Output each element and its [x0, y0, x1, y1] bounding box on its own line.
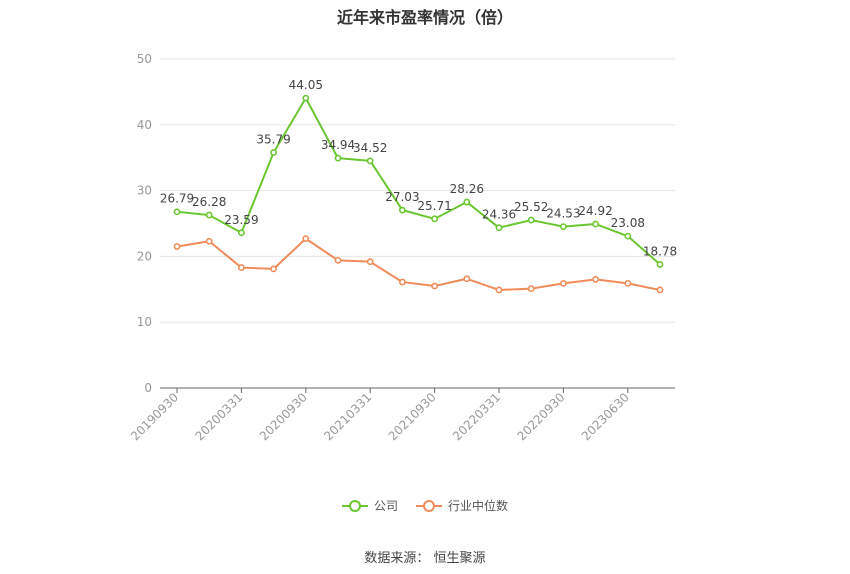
- y-tick-label-30: 30: [137, 184, 152, 198]
- data-label-11: 25.52: [514, 200, 548, 214]
- legend-swatch-company: [341, 499, 368, 512]
- series-0-point-13: [592, 220, 599, 228]
- y-tick-label-0: 0: [144, 381, 152, 395]
- legend-swatch-industry-median: [416, 499, 442, 512]
- series-0-point-1: [205, 211, 213, 219]
- series-1-point-15: [656, 286, 664, 294]
- series-0-point-0: [173, 208, 181, 216]
- series-0-point-15: [656, 261, 664, 268]
- data-label-3: 35.79: [256, 133, 290, 147]
- data-label-15: 18.78: [643, 244, 677, 258]
- series-0-point-3: [270, 149, 277, 156]
- data-label-14: 23.08: [611, 216, 645, 230]
- series-1-point-8: [431, 282, 438, 290]
- legend-item-company[interactable]: 公司: [341, 497, 398, 514]
- series-0-point-8: [431, 215, 438, 223]
- series-0-point-11: [527, 216, 535, 224]
- series-1-point-5: [334, 256, 342, 264]
- legend-label-company: 公司: [373, 499, 398, 513]
- series-1-point-6: [366, 258, 374, 266]
- series-1-point-14: [624, 279, 632, 287]
- y-tick-label-20: 20: [137, 249, 152, 263]
- series-1-point-9: [463, 275, 471, 283]
- series-0-point-2: [237, 229, 245, 237]
- series-1-point-4: [302, 235, 310, 243]
- series: [173, 94, 664, 294]
- legend-item-industry-median[interactable]: 行业中位数: [416, 497, 508, 514]
- data-label-9: 28.26: [450, 182, 484, 196]
- series-1-point-2: [237, 264, 245, 271]
- data-label-0: 26.79: [160, 192, 194, 206]
- series-0-point-12: [560, 223, 567, 230]
- x-tick-label-20220331: 20220331: [450, 390, 503, 443]
- series-0-point-14: [624, 232, 632, 240]
- series-1-point-10: [495, 286, 503, 294]
- series-1-point-1: [205, 237, 213, 245]
- series-1-point-3: [270, 265, 277, 273]
- x-tick-label-20200331: 20200331: [192, 390, 245, 443]
- series-1-point-0: [173, 243, 181, 250]
- series-1-point-13: [592, 276, 599, 283]
- series-0-point-10: [495, 224, 503, 232]
- series-0-point-5: [334, 154, 342, 162]
- series-0-point-4: [302, 94, 310, 102]
- legend-label-industry-median: 行业中位数: [448, 499, 509, 513]
- data-label-7: 27.03: [385, 190, 419, 204]
- data-label-1: 26.28: [192, 195, 226, 209]
- series-0-point-9: [463, 198, 471, 206]
- data-source: 数据来源： 恒生聚源: [364, 551, 486, 566]
- y-tick-label-10: 10: [137, 315, 152, 329]
- data-label-13: 24.92: [578, 204, 612, 218]
- series-1-point-12: [560, 279, 567, 287]
- gridlines: [160, 58, 675, 323]
- x-tick-label-20210331: 20210331: [321, 390, 374, 443]
- series-1-point-7: [398, 278, 406, 286]
- series-0-point-7: [398, 206, 406, 214]
- data-label-10: 24.36: [482, 208, 516, 222]
- x-tick-label-20210930: 20210930: [386, 390, 439, 443]
- y-tick-label-50: 50: [137, 52, 152, 66]
- series-1-point-11: [527, 285, 535, 293]
- x-tick-label-20200930: 20200930: [257, 390, 310, 443]
- x-tick-label-20230630: 20230630: [579, 390, 632, 443]
- x-tick-label-20190930: 20190930: [128, 390, 181, 443]
- data-label-8: 25.71: [417, 199, 451, 213]
- chart-title: 近年来市盈率情况（倍）: [336, 8, 513, 27]
- series-line-0: [176, 97, 661, 266]
- series-0-point-6: [366, 157, 374, 165]
- data-label-5: 34.94: [321, 138, 355, 152]
- x-tick-label-20220930: 20220930: [514, 390, 567, 443]
- legend: 公司 行业中位数: [0, 497, 850, 514]
- series-line-1: [176, 237, 661, 291]
- y-tick-label-40: 40: [137, 118, 152, 132]
- data-label-2: 23.59: [224, 213, 258, 227]
- data-label-6: 34.52: [353, 141, 387, 155]
- data-label-4: 44.05: [289, 78, 323, 92]
- data-label-12: 24.53: [546, 207, 580, 221]
